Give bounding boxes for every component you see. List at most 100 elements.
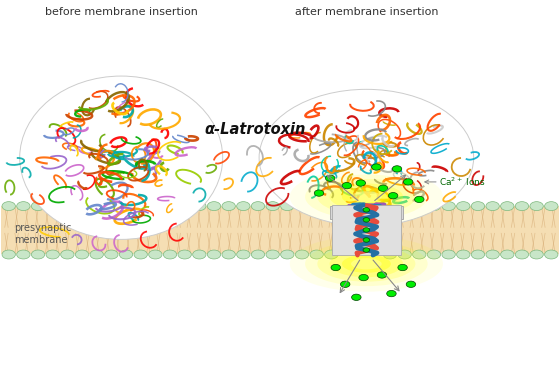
Ellipse shape bbox=[318, 179, 416, 214]
Ellipse shape bbox=[305, 242, 428, 286]
Circle shape bbox=[387, 290, 396, 297]
Circle shape bbox=[530, 250, 543, 259]
Circle shape bbox=[414, 196, 424, 202]
Circle shape bbox=[331, 264, 340, 271]
Circle shape bbox=[325, 175, 335, 181]
Circle shape bbox=[295, 202, 309, 211]
Circle shape bbox=[310, 202, 323, 211]
Circle shape bbox=[372, 164, 381, 170]
Ellipse shape bbox=[20, 76, 223, 239]
Circle shape bbox=[325, 202, 338, 211]
Circle shape bbox=[281, 202, 294, 211]
Circle shape bbox=[472, 202, 484, 211]
Circle shape bbox=[148, 202, 162, 211]
Circle shape bbox=[363, 248, 370, 252]
Circle shape bbox=[359, 274, 368, 281]
Circle shape bbox=[377, 272, 387, 278]
Circle shape bbox=[310, 250, 323, 259]
Circle shape bbox=[314, 190, 324, 196]
Circle shape bbox=[363, 238, 370, 242]
Circle shape bbox=[207, 202, 221, 211]
Circle shape bbox=[325, 250, 338, 259]
Circle shape bbox=[544, 250, 558, 259]
Text: α-Latrotoxin: α-Latrotoxin bbox=[204, 122, 306, 137]
Circle shape bbox=[398, 202, 412, 211]
Circle shape bbox=[398, 264, 407, 271]
Text: before membrane insertion: before membrane insertion bbox=[45, 7, 198, 17]
Circle shape bbox=[427, 250, 441, 259]
Circle shape bbox=[398, 250, 412, 259]
Circle shape bbox=[237, 202, 250, 211]
Text: Ca$^{2+}$ Ions: Ca$^{2+}$ Ions bbox=[439, 176, 486, 188]
Circle shape bbox=[363, 208, 370, 212]
Circle shape bbox=[544, 202, 558, 211]
Ellipse shape bbox=[342, 188, 391, 206]
Circle shape bbox=[363, 228, 370, 232]
Circle shape bbox=[251, 202, 265, 211]
Circle shape bbox=[164, 202, 177, 211]
Ellipse shape bbox=[290, 169, 443, 225]
Circle shape bbox=[193, 202, 206, 211]
Circle shape bbox=[207, 250, 221, 259]
Bar bbox=[330, 206, 403, 219]
Text: presynaptic
membrane: presynaptic membrane bbox=[13, 223, 71, 245]
Ellipse shape bbox=[351, 258, 382, 269]
Circle shape bbox=[530, 202, 543, 211]
Circle shape bbox=[427, 202, 441, 211]
Circle shape bbox=[76, 250, 88, 259]
Circle shape bbox=[456, 202, 470, 211]
Circle shape bbox=[148, 250, 162, 259]
Circle shape bbox=[222, 202, 235, 211]
Circle shape bbox=[515, 250, 529, 259]
Circle shape bbox=[266, 202, 279, 211]
Circle shape bbox=[403, 179, 413, 185]
Ellipse shape bbox=[290, 236, 443, 292]
Circle shape bbox=[2, 202, 16, 211]
Circle shape bbox=[442, 202, 455, 211]
Circle shape bbox=[456, 250, 470, 259]
Circle shape bbox=[442, 250, 455, 259]
Circle shape bbox=[237, 250, 250, 259]
Ellipse shape bbox=[351, 191, 382, 202]
Circle shape bbox=[352, 294, 361, 300]
Ellipse shape bbox=[318, 246, 416, 282]
Circle shape bbox=[295, 250, 309, 259]
Circle shape bbox=[383, 202, 396, 211]
Circle shape bbox=[105, 250, 118, 259]
Circle shape bbox=[501, 250, 514, 259]
Circle shape bbox=[222, 250, 235, 259]
Text: after membrane insertion: after membrane insertion bbox=[295, 7, 438, 17]
Circle shape bbox=[413, 202, 426, 211]
Circle shape bbox=[340, 281, 350, 288]
Circle shape bbox=[342, 183, 352, 189]
Circle shape bbox=[515, 202, 529, 211]
Circle shape bbox=[90, 202, 104, 211]
Circle shape bbox=[281, 250, 294, 259]
Circle shape bbox=[193, 250, 206, 259]
Circle shape bbox=[134, 250, 147, 259]
Circle shape bbox=[406, 281, 416, 288]
Circle shape bbox=[413, 250, 426, 259]
Circle shape bbox=[178, 250, 192, 259]
Circle shape bbox=[17, 250, 30, 259]
Circle shape bbox=[90, 250, 104, 259]
Circle shape bbox=[31, 250, 45, 259]
Circle shape bbox=[486, 202, 500, 211]
Ellipse shape bbox=[305, 174, 428, 219]
Circle shape bbox=[251, 250, 265, 259]
Circle shape bbox=[2, 250, 16, 259]
Circle shape bbox=[60, 202, 74, 211]
Circle shape bbox=[389, 192, 398, 199]
Circle shape bbox=[105, 202, 118, 211]
Circle shape bbox=[266, 250, 279, 259]
Circle shape bbox=[119, 250, 133, 259]
Ellipse shape bbox=[342, 255, 391, 273]
Ellipse shape bbox=[259, 89, 474, 226]
Circle shape bbox=[178, 202, 192, 211]
Circle shape bbox=[379, 185, 388, 191]
Circle shape bbox=[31, 202, 45, 211]
Circle shape bbox=[393, 166, 402, 172]
Circle shape bbox=[486, 250, 500, 259]
Circle shape bbox=[501, 202, 514, 211]
Circle shape bbox=[60, 250, 74, 259]
